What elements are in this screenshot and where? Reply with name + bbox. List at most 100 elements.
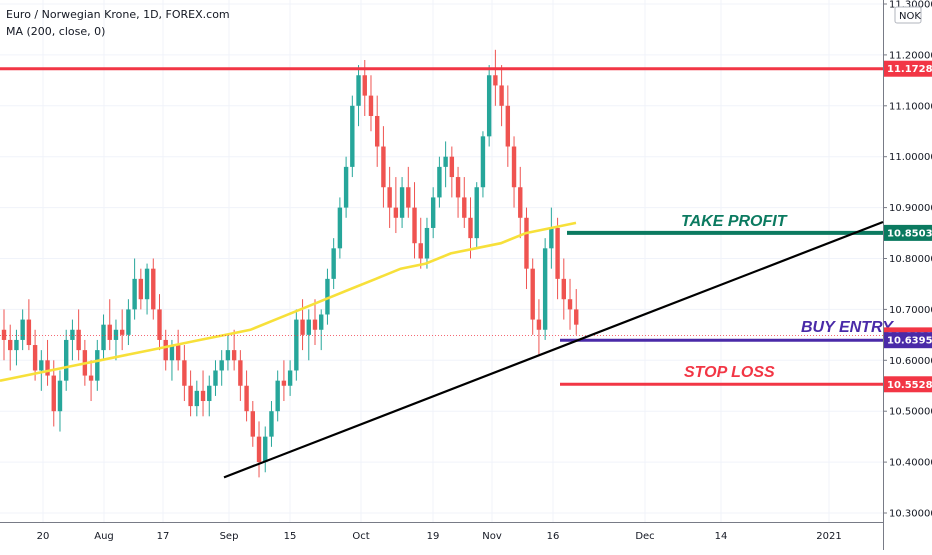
- x-tick-label: 17: [157, 531, 170, 542]
- candle-body: [113, 329, 119, 340]
- take-profit-tag-label: 10.85032: [887, 228, 932, 239]
- candle-body: [499, 85, 504, 106]
- candle-body: [381, 146, 386, 188]
- x-tick-label: Nov: [482, 531, 502, 542]
- candle-body: [356, 75, 361, 106]
- y-tick-label: 10.40000: [889, 458, 932, 469]
- candle-body: [219, 360, 224, 371]
- candle-body: [244, 385, 249, 412]
- candle-body: [387, 187, 392, 208]
- x-tick-label: Oct: [352, 531, 369, 542]
- candle-body: [182, 360, 187, 386]
- candle-body: [138, 278, 144, 300]
- y-tick-label: 10.30000: [889, 509, 932, 520]
- candle-body: [430, 197, 436, 228]
- candle-body: [567, 299, 573, 310]
- candle-body: [406, 187, 411, 208]
- candle-body: [331, 248, 336, 279]
- candle-body: [70, 329, 75, 340]
- candle-body: [468, 217, 473, 239]
- candle-body: [524, 217, 529, 269]
- candle-body: [144, 268, 150, 300]
- x-tick-label: 19: [427, 531, 440, 542]
- candle-body: [119, 329, 125, 335]
- candle-body: [518, 187, 523, 218]
- x-tick-label: Aug: [94, 531, 114, 542]
- candle-body: [269, 411, 274, 437]
- candle-body: [362, 75, 367, 96]
- candle-body: [574, 309, 579, 325]
- candle-body: [263, 436, 268, 463]
- candle-body: [250, 411, 255, 437]
- candle-body: [480, 136, 486, 188]
- candle-body: [486, 75, 492, 137]
- candle-body: [549, 227, 554, 249]
- moving-average-line: [0, 221, 577, 382]
- candle-body: [32, 345, 38, 371]
- candle-body: [462, 197, 467, 218]
- candle-body: [225, 350, 231, 361]
- stop-loss-label: STOP LOSS: [684, 364, 775, 381]
- candle-body: [8, 339, 13, 351]
- candle-body: [57, 380, 63, 412]
- candle-body: [20, 319, 25, 340]
- resistance-tag-label: 11.17285: [887, 64, 932, 75]
- candle-body: [95, 350, 100, 381]
- candle-body: [443, 156, 448, 167]
- candle-body: [281, 380, 287, 386]
- candle-body: [449, 156, 455, 178]
- candle-body: [555, 227, 560, 279]
- candle-body: [530, 268, 535, 320]
- candle-body: [169, 345, 175, 361]
- candle-body: [399, 187, 405, 218]
- x-tick-label: 20: [37, 531, 50, 542]
- candle-body: [474, 187, 479, 239]
- y-tick-label: 10.50000: [889, 407, 932, 418]
- buy-entry-tag-label: 10.63950: [887, 336, 932, 347]
- candle-body: [126, 309, 131, 335]
- candle-body: [14, 339, 19, 351]
- candle-body: [287, 370, 293, 386]
- resistance-tag: [884, 60, 932, 77]
- candle-body: [511, 146, 517, 188]
- candle-body: [213, 370, 218, 386]
- candle-body: [64, 339, 69, 381]
- take-profit-label: TAKE PROFIT: [681, 213, 788, 230]
- y-tick-label: 10.80000: [889, 254, 932, 265]
- candle-body: [163, 339, 168, 361]
- candle-body: [51, 375, 56, 412]
- candle-body: [424, 227, 430, 259]
- candle-body: [101, 324, 106, 351]
- candle-body: [350, 105, 355, 167]
- candle-body: [194, 390, 200, 407]
- candle-body: [505, 105, 511, 147]
- currency-badge: [894, 6, 922, 24]
- candle-body: [188, 385, 193, 407]
- x-tick-label: Dec: [635, 531, 654, 542]
- y-tick-label: 10.90000: [889, 203, 932, 214]
- candle-body: [368, 95, 374, 116]
- y-tick-label: 11.20000: [889, 50, 932, 61]
- y-tick-label: 11.30000: [889, 0, 932, 11]
- candle-body: [393, 207, 399, 218]
- chart-title: Euro / Norwegian Krone, 1D, FOREX.com: [6, 8, 230, 21]
- candle-body: [412, 207, 417, 244]
- x-tick-label: Sep: [220, 531, 239, 542]
- x-tick-label: 2021: [816, 531, 841, 542]
- candle-body: [157, 309, 162, 340]
- candle-body: [536, 319, 542, 330]
- candle-body: [294, 319, 299, 371]
- candle-body: [26, 319, 32, 346]
- candle-body: [337, 207, 343, 249]
- take-profit-tag: [884, 224, 932, 241]
- candle-body: [312, 319, 318, 330]
- candle-body: [300, 319, 305, 335]
- candle-body: [1, 329, 7, 340]
- stop-loss-tag: [884, 376, 932, 393]
- candle-body: [45, 360, 50, 376]
- candle-body: [319, 314, 324, 330]
- candle-body: [175, 345, 181, 361]
- candle-body: [88, 375, 94, 381]
